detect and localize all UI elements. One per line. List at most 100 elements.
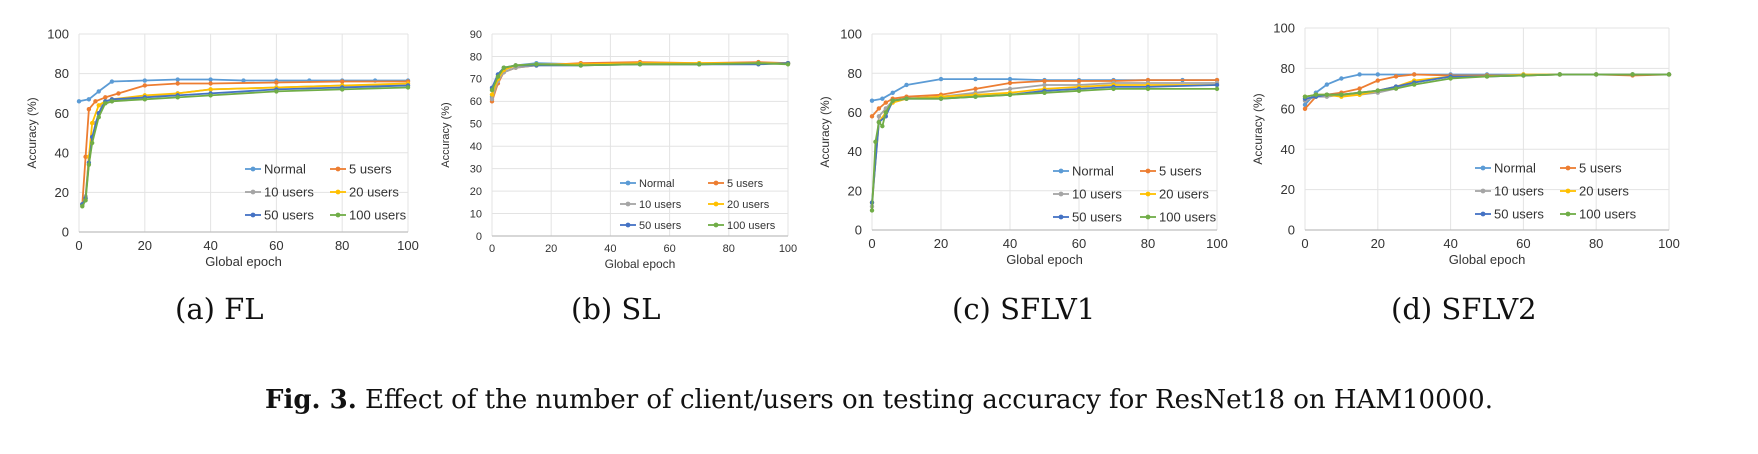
- data-point-normal: [880, 96, 885, 101]
- data-point-100-users: [109, 99, 115, 104]
- legend-label-10-users: 10 users: [639, 199, 682, 211]
- data-point-normal: [175, 77, 180, 82]
- y-axis-title: Accuracy (%): [25, 97, 39, 168]
- legend-marker-5-users: [713, 180, 719, 186]
- data-point-5-users: [1412, 72, 1417, 77]
- legend-label-50-users: 50 users: [264, 208, 314, 223]
- data-point-100-users: [637, 62, 643, 67]
- y-tick-label: 40: [848, 144, 862, 159]
- legend-marker-50-users: [625, 222, 631, 228]
- data-point-100-users: [1521, 73, 1526, 78]
- data-point-10-users: [489, 96, 495, 102]
- data-point-5-users: [869, 114, 875, 119]
- x-tick-label: 0: [75, 238, 82, 253]
- data-point-10-users: [1007, 86, 1013, 92]
- data-point-normal: [142, 78, 147, 83]
- data-point-100-users: [1630, 72, 1635, 77]
- data-point-5-users: [93, 99, 98, 104]
- data-point-5-users: [103, 95, 108, 100]
- data-point-5-users: [208, 81, 213, 86]
- data-point-100-users: [1042, 90, 1047, 96]
- legend-label-20-users: 20 users: [1159, 187, 1209, 202]
- x-tick-label: 20: [138, 238, 152, 253]
- y-tick-label: 90: [470, 29, 482, 41]
- y-axis-title: Accuracy (%): [818, 96, 832, 167]
- series-line-normal: [491, 62, 788, 98]
- y-tick-label: 80: [848, 66, 862, 81]
- data-point-100-users: [495, 74, 501, 79]
- legend-marker-50-users: [1058, 214, 1064, 220]
- x-axis-title: Global epoch: [1449, 252, 1526, 267]
- legend-marker-20-users: [713, 201, 719, 207]
- x-axis-title: Global epoch: [1006, 252, 1083, 267]
- data-point-100-users: [103, 101, 108, 106]
- figure-caption: Fig. 3. Effect of the number of client/u…: [0, 385, 1758, 415]
- data-point-20-users: [489, 92, 495, 97]
- data-point-20-users: [89, 120, 95, 126]
- data-point-100-users: [513, 63, 518, 68]
- y-tick-label: 30: [470, 164, 482, 176]
- data-point-100-users: [86, 162, 92, 167]
- y-tick-label: 60: [470, 96, 482, 108]
- y-axis-title: Accuracy (%): [1251, 93, 1265, 164]
- legend-label-5-users: 5 users: [349, 162, 392, 177]
- y-tick-label: 0: [476, 231, 482, 243]
- legend-label-5-users: 5 users: [1159, 164, 1202, 179]
- data-point-100-users: [340, 87, 345, 92]
- x-tick-label: 40: [1443, 236, 1457, 251]
- data-point-50-users: [1214, 82, 1220, 88]
- data-point-normal: [1375, 72, 1381, 77]
- data-point-5-users: [142, 83, 147, 88]
- data-point-100-users: [534, 62, 539, 67]
- data-point-normal: [973, 76, 978, 82]
- y-tick-label: 0: [62, 225, 69, 240]
- data-point-100-users: [1448, 76, 1453, 81]
- subcaption-a: (a) FL: [175, 292, 264, 326]
- y-tick-label: 80: [55, 66, 69, 81]
- x-tick-label: 80: [335, 238, 349, 253]
- data-point-100-users: [890, 98, 895, 103]
- data-point-100-users: [1111, 86, 1116, 92]
- data-point-5-users: [340, 79, 345, 84]
- y-tick-label: 80: [1281, 61, 1295, 76]
- legend-label-10-users: 10 users: [1494, 184, 1544, 199]
- y-tick-label: 20: [1281, 182, 1295, 197]
- y-tick-label: 60: [1281, 101, 1295, 116]
- data-point-normal: [76, 99, 82, 104]
- y-tick-label: 50: [470, 119, 482, 131]
- y-tick-label: 60: [848, 105, 862, 120]
- data-point-normal: [208, 77, 213, 82]
- data-point-5-users: [83, 154, 88, 159]
- x-tick-label: 60: [269, 238, 283, 253]
- data-point-normal: [109, 79, 115, 84]
- x-tick-label: 100: [397, 238, 419, 253]
- y-tick-label: 0: [1288, 223, 1295, 238]
- data-point-100-users: [1302, 94, 1308, 99]
- legend-label-100-users: 100 users: [727, 220, 776, 232]
- x-tick-label: 20: [934, 236, 948, 251]
- data-point-5-users: [876, 106, 882, 111]
- data-point-100-users: [1324, 92, 1330, 97]
- legend-label-20-users: 20 users: [349, 185, 399, 200]
- data-point-5-users: [1007, 80, 1013, 86]
- data-point-100-users: [1594, 72, 1599, 77]
- x-tick-label: 100: [1206, 236, 1228, 251]
- data-point-100-users: [1484, 74, 1490, 79]
- data-point-5-users: [1076, 78, 1082, 84]
- y-tick-label: 60: [55, 106, 69, 121]
- data-point-100-users: [1339, 92, 1344, 97]
- data-point-100-users: [880, 123, 885, 129]
- data-point-5-users: [1302, 106, 1308, 112]
- chart-0: 0 20 40 60 80 100 0 20 40 60 80 100 Global epoch Accu…: [25, 27, 419, 269]
- data-point-normal: [1324, 82, 1330, 87]
- series-line-5-users: [81, 80, 408, 205]
- legend-label-normal: Normal: [264, 162, 306, 177]
- series-line-100-users: [491, 62, 789, 91]
- chart-1: 0 10 20 30 40 50 60 70 80 90 0 20 40 60 80 100 Global ep…: [440, 29, 797, 271]
- subcaption-d: (d) SFLV2: [1391, 292, 1537, 326]
- data-point-100-users: [1007, 92, 1013, 97]
- legend-marker-normal: [1058, 168, 1064, 174]
- data-point-10-users: [1042, 82, 1047, 88]
- x-tick-label: 40: [203, 238, 217, 253]
